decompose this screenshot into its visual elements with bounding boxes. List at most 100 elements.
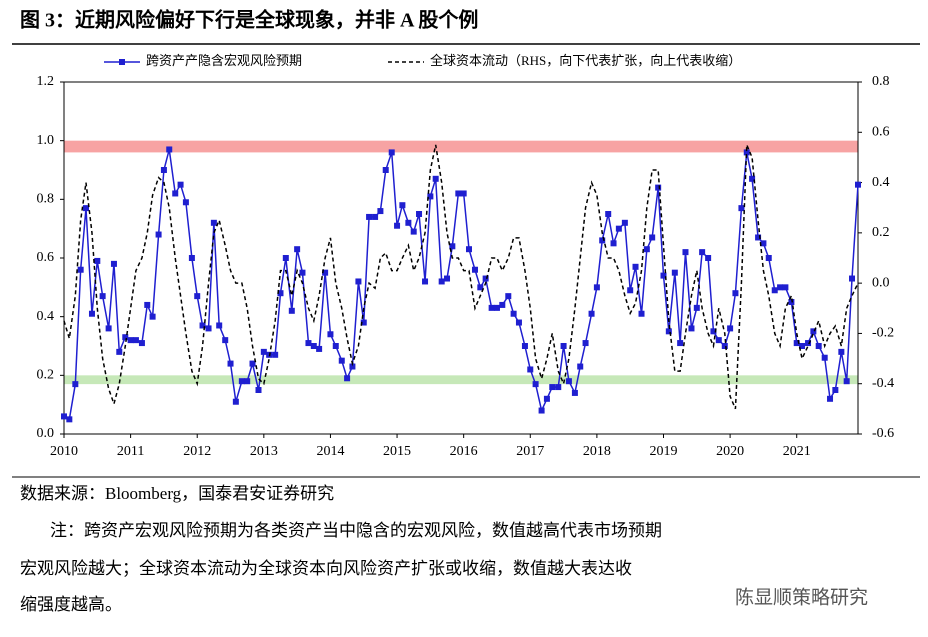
y-tick-label: 0.4 <box>37 309 55 324</box>
point <box>138 340 145 347</box>
legend-marker <box>119 59 125 65</box>
point <box>388 149 395 156</box>
point <box>122 334 129 341</box>
point <box>727 325 734 332</box>
point <box>493 304 500 311</box>
point <box>382 167 389 173</box>
point <box>66 416 73 423</box>
point <box>710 328 717 335</box>
point <box>832 387 839 393</box>
point <box>599 237 606 244</box>
point <box>449 243 456 250</box>
point <box>210 219 217 226</box>
y-tick-label: 1.0 <box>37 133 55 148</box>
point <box>571 389 578 396</box>
point <box>282 255 289 261</box>
legend-label: 全球资本流动（RHS，向下代表扩张，向上代表收缩） <box>430 53 741 68</box>
x-tick-label: 2011 <box>117 444 144 459</box>
point <box>377 208 384 215</box>
point <box>360 319 367 326</box>
point <box>277 290 284 297</box>
band <box>64 375 858 385</box>
point <box>855 181 861 188</box>
source: 数据来源：Bloomberg，国泰君安证券研究 <box>20 484 334 503</box>
point <box>310 343 317 349</box>
x-tick-label: 2015 <box>383 444 411 459</box>
point <box>199 322 206 329</box>
chart-title: 图 3：近期风险偏好下行是全球现象，并非 A 股个例 <box>20 8 478 32</box>
y-tick-label: 0.8 <box>37 192 55 207</box>
point <box>105 325 112 332</box>
y2-tick-label: 0.0 <box>872 275 890 290</box>
point <box>177 181 184 188</box>
point <box>715 337 722 344</box>
y2-tick-label: 0.2 <box>872 225 890 240</box>
point <box>593 284 600 291</box>
point <box>632 263 639 270</box>
x-tick-label: 2012 <box>183 444 211 459</box>
point <box>615 225 622 232</box>
point <box>793 340 800 347</box>
y2-tick-label: -0.6 <box>872 426 894 441</box>
watermark: 陈显顺策略研究 <box>735 587 868 609</box>
point <box>477 284 484 291</box>
point <box>499 301 506 308</box>
point <box>749 175 756 182</box>
point <box>693 304 700 311</box>
point <box>182 199 189 206</box>
point <box>755 234 762 241</box>
point <box>372 213 379 220</box>
point <box>132 337 139 344</box>
point <box>665 328 672 335</box>
x-tick-label: 2016 <box>450 444 478 459</box>
point <box>510 310 517 317</box>
x-tick-label: 2014 <box>316 444 344 459</box>
point <box>649 234 656 241</box>
point <box>671 269 678 276</box>
point <box>160 167 167 173</box>
point <box>521 343 528 349</box>
point <box>349 363 356 370</box>
point <box>538 407 545 414</box>
point <box>299 269 306 276</box>
point <box>555 384 562 391</box>
point <box>582 340 589 347</box>
point <box>222 337 229 344</box>
point <box>455 190 462 197</box>
point <box>355 278 362 285</box>
point <box>627 287 634 294</box>
point <box>505 293 512 300</box>
point <box>471 266 478 273</box>
point <box>82 205 89 212</box>
point <box>565 378 572 385</box>
point <box>532 381 539 388</box>
point <box>127 337 134 344</box>
x-tick-label: 2018 <box>583 444 611 459</box>
point <box>682 249 689 256</box>
point <box>527 366 534 373</box>
x-tick-label: 2017 <box>516 444 544 459</box>
point <box>338 357 345 364</box>
point <box>827 395 834 402</box>
x-tick-label: 2010 <box>50 444 78 459</box>
point <box>244 378 251 385</box>
point <box>438 278 445 285</box>
point <box>144 301 151 308</box>
x-tick-label: 2021 <box>783 444 811 459</box>
point <box>577 363 584 370</box>
point <box>99 293 106 300</box>
point <box>771 287 778 294</box>
x-tick-label: 2019 <box>649 444 677 459</box>
point <box>705 255 712 261</box>
series-line <box>63 144 859 410</box>
point <box>643 246 650 253</box>
point <box>427 193 434 200</box>
point <box>732 290 739 297</box>
note: 注：跨资产宏观风险预期为各类资产当中隐含的宏观风险，数值越高代表市场预期 <box>50 521 662 540</box>
point <box>110 260 117 267</box>
point <box>260 348 267 355</box>
point <box>232 398 239 405</box>
point <box>765 255 772 261</box>
y-tick-label: 0.2 <box>37 368 55 383</box>
point <box>88 310 95 317</box>
